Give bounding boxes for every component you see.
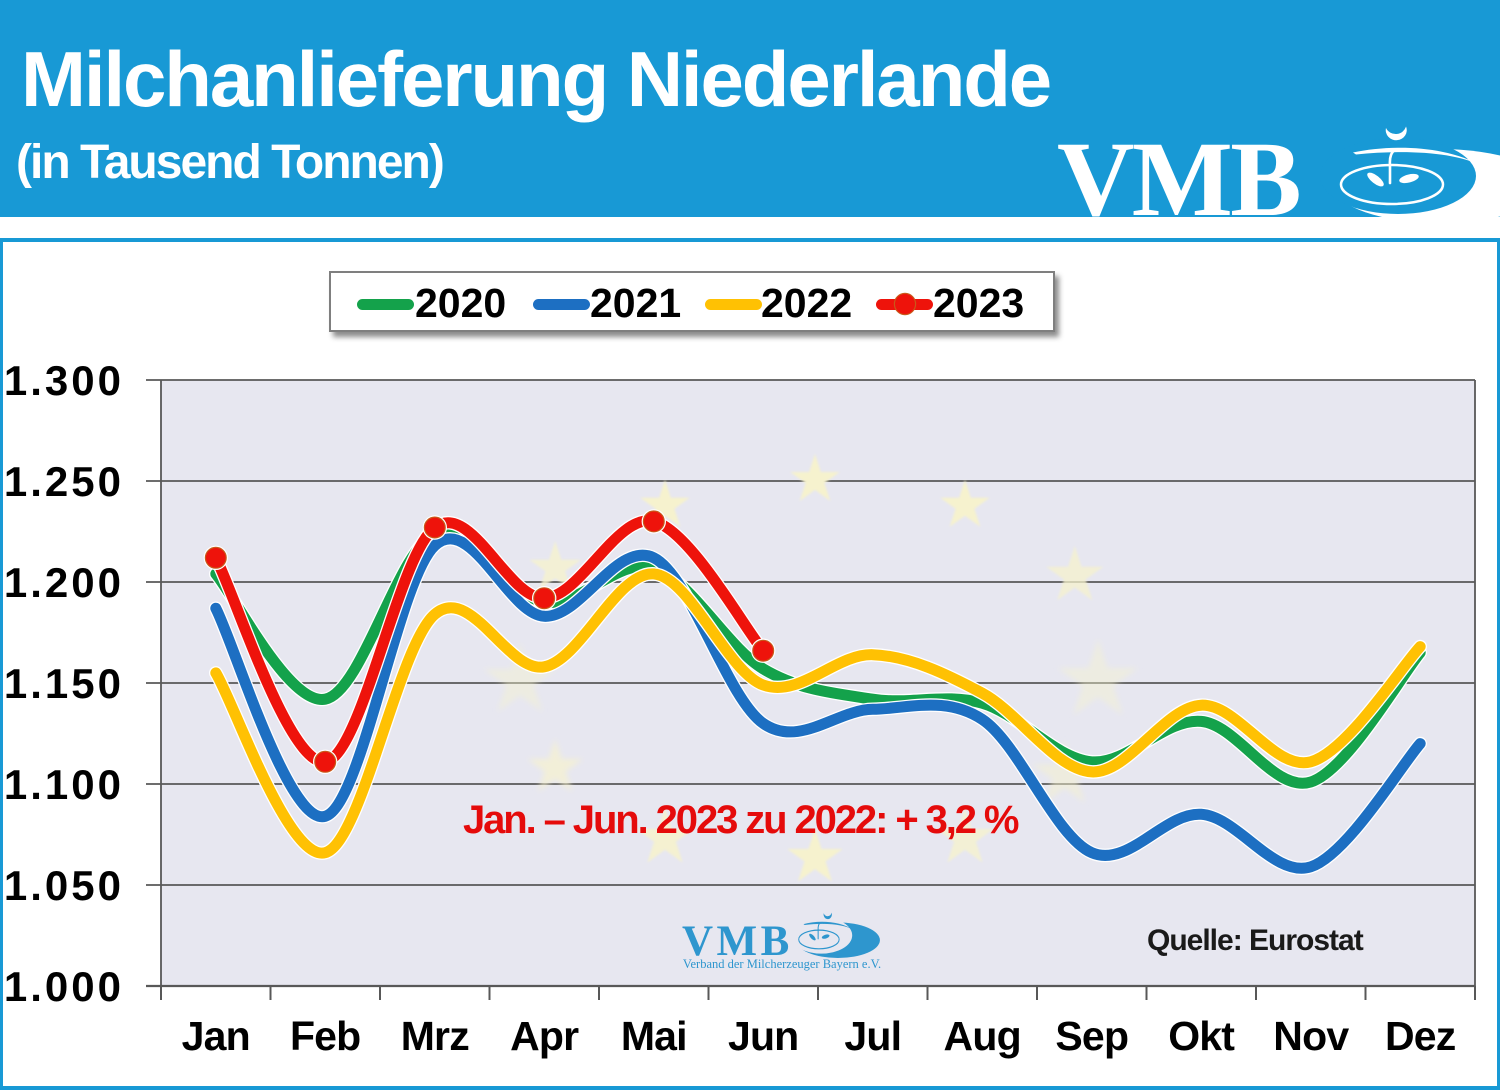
svg-text:1.200: 1.200 [4,559,124,606]
svg-text:Jun: Jun [728,1013,799,1059]
svg-text:Jan. – Jun. 2023 zu 2022: + 3,: Jan. – Jun. 2023 zu 2022: + 3,2 % [463,798,1019,842]
svg-text:Feb: Feb [290,1013,361,1059]
svg-text:Mai: Mai [621,1013,687,1059]
svg-text:VMB: VMB [682,918,793,965]
svg-text:Quelle: Eurostat: Quelle: Eurostat [1147,924,1364,957]
svg-text:Jul: Jul [844,1013,901,1059]
svg-text:Nov: Nov [1273,1013,1349,1059]
svg-text:1.050: 1.050 [4,862,124,909]
svg-text:Jan: Jan [182,1013,250,1059]
svg-text:Aug: Aug [944,1013,1021,1059]
svg-text:Okt: Okt [1168,1013,1235,1059]
svg-text:1.100: 1.100 [4,761,124,808]
svg-text:1.150: 1.150 [4,660,124,707]
svg-text:1.250: 1.250 [4,458,124,505]
svg-text:Dez: Dez [1385,1013,1456,1059]
svg-text:1.300: 1.300 [4,357,124,404]
svg-text:Sep: Sep [1055,1013,1128,1059]
svg-text:1.000: 1.000 [4,963,124,1010]
svg-text:Verband der Milcherzeuger Baye: Verband der Milcherzeuger Bayern e.V. [683,957,881,971]
svg-text:Apr: Apr [510,1013,579,1059]
svg-text:Mrz: Mrz [401,1013,470,1059]
